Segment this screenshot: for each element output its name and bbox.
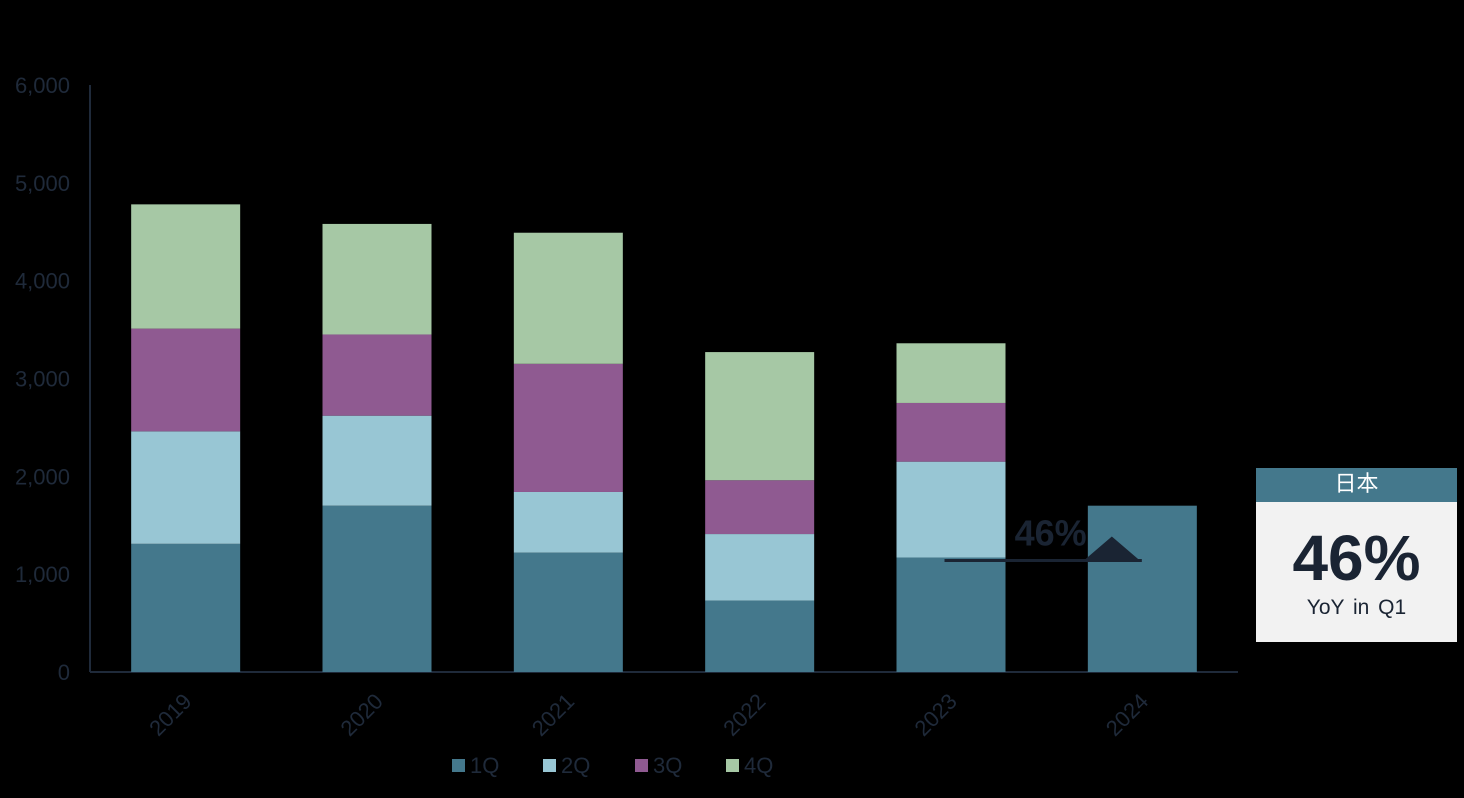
- bar-2021-2Q: [513, 491, 623, 553]
- legend-swatch-3Q: [635, 759, 648, 772]
- y-tick-label: 3,000: [15, 367, 70, 392]
- y-tick-label: 0: [58, 660, 70, 685]
- bar-2023-4Q: [896, 343, 1006, 403]
- bar-2022-2Q: [705, 534, 815, 601]
- bar-2022-3Q: [705, 480, 815, 535]
- bar-2022-4Q: [705, 352, 815, 481]
- x-tick-label: 2019: [144, 689, 196, 741]
- bar-2019-1Q: [131, 543, 241, 672]
- y-tick-label: 4,000: [15, 269, 70, 294]
- bar-2023-2Q: [896, 461, 1006, 558]
- x-tick-label: 2024: [1101, 689, 1153, 741]
- bar-2020-3Q: [322, 334, 432, 416]
- legend-label-3Q: 3Q: [653, 753, 682, 778]
- y-tick-label: 6,000: [15, 73, 70, 98]
- bar-2020-1Q: [322, 505, 432, 672]
- bar-2021-4Q: [513, 232, 623, 364]
- x-tick-label: 2020: [336, 689, 388, 741]
- x-tick-label: 2021: [527, 689, 579, 741]
- callout-header: 日本: [1256, 468, 1457, 502]
- bar-2020-2Q: [322, 415, 432, 506]
- bar-2023-3Q: [896, 402, 1006, 462]
- x-tick-label: 2022: [718, 689, 770, 741]
- legend-swatch-1Q: [452, 759, 465, 772]
- bar-2019-4Q: [131, 204, 241, 329]
- callout-subtitle: YoY in Q1: [1306, 596, 1407, 619]
- yoy-arrow-head: [1083, 536, 1140, 561]
- bar-2021-3Q: [513, 363, 623, 492]
- bar-2020-4Q: [322, 223, 432, 335]
- yoy-callout: 日本 46% YoY in Q1: [1256, 468, 1457, 642]
- y-tick-label: 1,000: [15, 562, 70, 587]
- bar-2023-1Q: [896, 557, 1006, 672]
- legend-label-2Q: 2Q: [561, 753, 590, 778]
- callout-value: 46%: [1292, 522, 1421, 594]
- y-tick-label: 5,000: [15, 171, 70, 196]
- y-tick-label: 2,000: [15, 464, 70, 489]
- bar-2024-1Q: [1087, 505, 1197, 672]
- yoy-annotation-label: 46%: [1015, 513, 1087, 554]
- legend-swatch-4Q: [726, 759, 739, 772]
- callout-body: 46% YoY in Q1: [1256, 502, 1457, 642]
- legend-label-4Q: 4Q: [744, 753, 773, 778]
- legend-label-1Q: 1Q: [470, 753, 499, 778]
- legend-swatch-2Q: [543, 759, 556, 772]
- bar-2019-3Q: [131, 328, 241, 432]
- bar-2019-2Q: [131, 431, 241, 544]
- x-tick-label: 2023: [910, 689, 962, 741]
- bar-2022-1Q: [705, 600, 815, 672]
- bar-2021-1Q: [513, 552, 623, 672]
